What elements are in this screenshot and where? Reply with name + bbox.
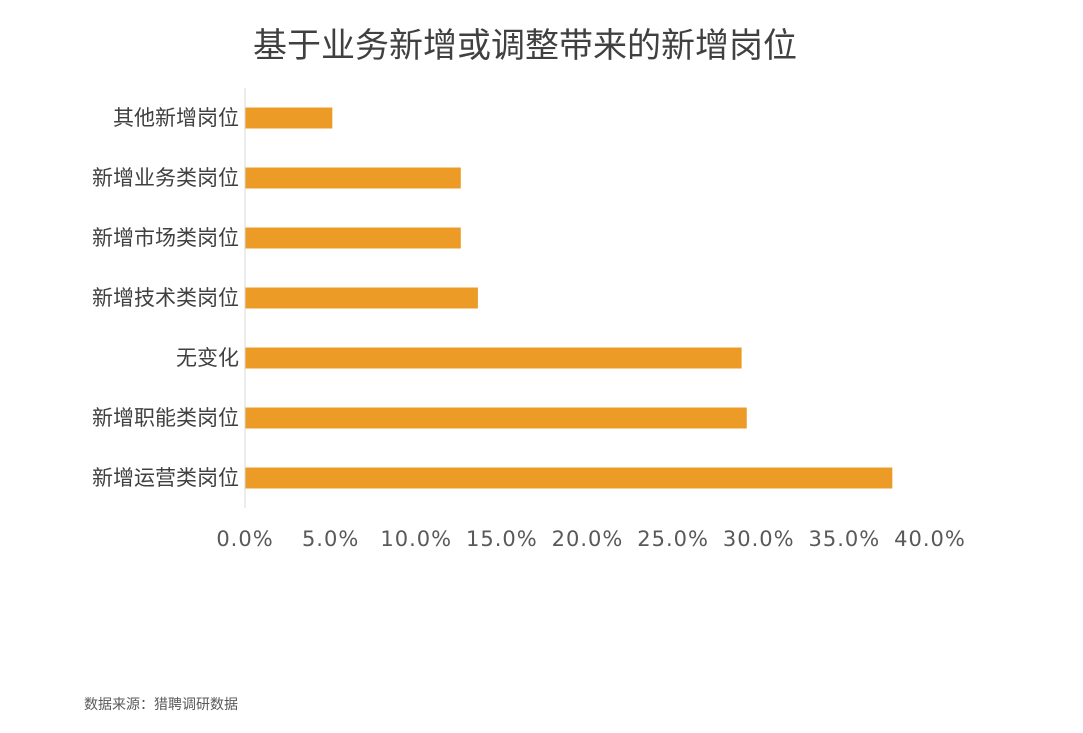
- category-labels-group: 其他新增岗位新增业务类岗位新增市场类岗位新增技术类岗位无变化新增职能类岗位新增运…: [92, 106, 239, 490]
- bar-5: [245, 347, 742, 369]
- chart-title: 基于业务新增或调整带来的新增岗位: [253, 26, 797, 66]
- bar-3: [245, 227, 461, 249]
- category-label: 新增市场类岗位: [92, 226, 239, 250]
- category-label: 新增职能类岗位: [92, 406, 239, 430]
- bar-6: [245, 407, 747, 429]
- x-tick-labels-group: 0.0% 5.0% 10.0% 15.0% 20.0% 25.0% 30.0% 35.0% 40…: [216, 527, 966, 551]
- x-tick-label: 10.0%: [380, 527, 452, 551]
- category-label: 新增业务类岗位: [92, 166, 239, 190]
- x-tick-label: 20.0%: [552, 527, 624, 551]
- bar-1: [245, 107, 333, 129]
- x-tick-label: 35.0%: [809, 527, 881, 551]
- x-tick-label: 40.0%: [894, 527, 966, 551]
- source-note: 数据来源：猎聘调研数据: [84, 697, 238, 713]
- x-tick-label: 0.0%: [216, 527, 273, 551]
- x-tick-label: 15.0%: [466, 527, 538, 551]
- bar-2: [245, 167, 461, 189]
- category-label: 无变化: [176, 346, 239, 370]
- bar-4: [245, 287, 478, 309]
- category-label: 新增运营类岗位: [92, 466, 239, 490]
- category-label: 其他新增岗位: [113, 106, 239, 130]
- bar-7: [245, 467, 893, 489]
- category-label: 新增技术类岗位: [92, 286, 239, 310]
- bars-group: [245, 107, 893, 489]
- x-tick-label: 25.0%: [637, 527, 709, 551]
- x-tick-label: 30.0%: [723, 527, 795, 551]
- x-tick-label: 5.0%: [302, 527, 359, 551]
